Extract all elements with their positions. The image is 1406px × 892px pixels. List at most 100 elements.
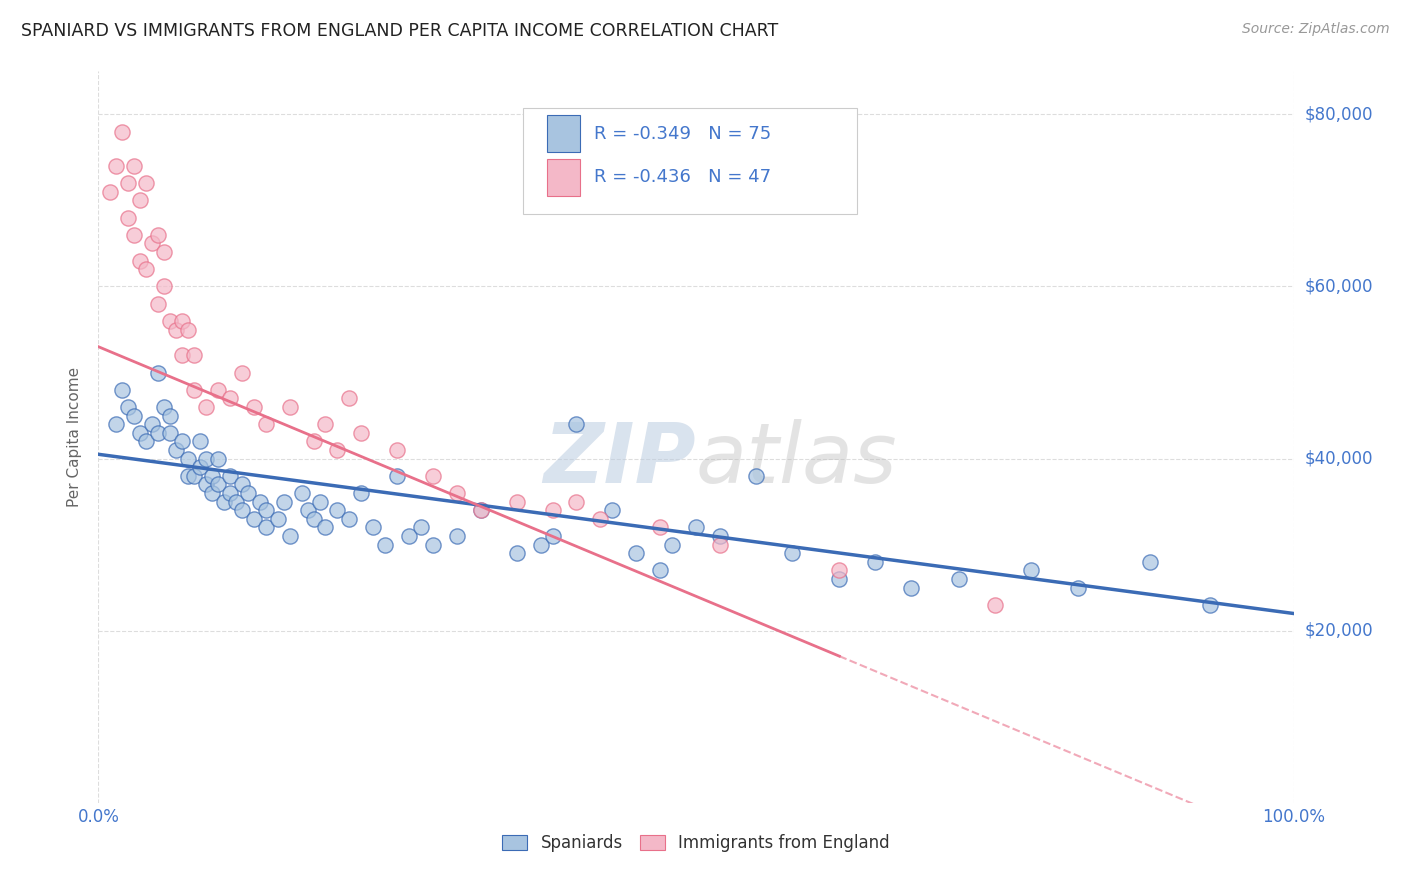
Point	[195, 451, 218, 466]
Point	[153, 245, 176, 260]
Point	[948, 572, 970, 586]
Text: SPANIARD VS IMMIGRANTS FROM ENGLAND PER CAPITA INCOME CORRELATION CHART: SPANIARD VS IMMIGRANTS FROM ENGLAND PER …	[21, 22, 779, 40]
Point	[159, 314, 181, 328]
Point	[148, 366, 170, 380]
Point	[105, 159, 128, 173]
Point	[398, 529, 420, 543]
FancyBboxPatch shape	[547, 159, 581, 195]
Point	[385, 442, 409, 457]
Point	[1199, 598, 1222, 612]
Text: R = -0.436   N = 47: R = -0.436 N = 47	[595, 169, 772, 186]
Point	[291, 486, 314, 500]
Point	[541, 503, 564, 517]
Point	[278, 529, 301, 543]
Point	[350, 486, 373, 500]
Point	[212, 494, 235, 508]
Point	[219, 468, 242, 483]
Point	[661, 538, 683, 552]
Point	[1019, 564, 1042, 578]
Point	[685, 520, 707, 534]
Point	[650, 520, 672, 534]
Point	[207, 451, 229, 466]
Point	[589, 512, 612, 526]
Point	[273, 494, 295, 508]
Point	[183, 348, 205, 362]
Point	[565, 417, 588, 432]
FancyBboxPatch shape	[523, 108, 858, 214]
Point	[148, 296, 170, 310]
Point	[141, 417, 163, 432]
Point	[236, 486, 259, 500]
Point	[201, 486, 224, 500]
Point	[339, 512, 361, 526]
Point	[129, 253, 152, 268]
FancyBboxPatch shape	[547, 115, 581, 152]
Text: atlas: atlas	[696, 418, 897, 500]
Point	[159, 409, 181, 423]
Point	[117, 211, 139, 225]
Y-axis label: Per Capita Income: Per Capita Income	[67, 367, 83, 508]
Point	[302, 434, 325, 449]
Point	[129, 194, 152, 208]
Point	[117, 400, 139, 414]
Text: ZIP: ZIP	[543, 418, 696, 500]
Point	[188, 460, 211, 475]
Text: $60,000: $60,000	[1305, 277, 1374, 295]
Text: Source: ZipAtlas.com: Source: ZipAtlas.com	[1241, 22, 1389, 37]
Point	[470, 503, 492, 517]
Point	[148, 425, 170, 440]
Point	[207, 383, 229, 397]
Point	[267, 512, 290, 526]
Point	[105, 417, 128, 432]
Point	[172, 348, 194, 362]
Point	[124, 227, 146, 242]
Point	[984, 598, 1007, 612]
Point	[446, 529, 468, 543]
Point	[98, 185, 122, 199]
Point	[195, 400, 218, 414]
Point	[225, 494, 247, 508]
Point	[231, 503, 253, 517]
Point	[326, 503, 349, 517]
Point	[201, 468, 224, 483]
Point	[506, 546, 529, 560]
Point	[530, 538, 553, 552]
Point	[153, 400, 176, 414]
Point	[135, 176, 157, 190]
Point	[195, 477, 218, 491]
Point	[124, 409, 146, 423]
Point	[243, 512, 266, 526]
Point	[148, 227, 170, 242]
Text: $40,000: $40,000	[1305, 450, 1374, 467]
Point	[177, 468, 200, 483]
Point	[124, 159, 146, 173]
Point	[183, 383, 205, 397]
Text: $20,000: $20,000	[1305, 622, 1374, 640]
Point	[165, 442, 187, 457]
Point	[308, 494, 330, 508]
Point	[177, 451, 200, 466]
Point	[297, 503, 319, 517]
Point	[709, 538, 731, 552]
Point	[111, 125, 134, 139]
Point	[900, 581, 922, 595]
Point	[828, 572, 851, 586]
Point	[363, 520, 385, 534]
Point	[374, 538, 396, 552]
Point	[231, 366, 253, 380]
Point	[506, 494, 529, 508]
Point	[188, 434, 211, 449]
Point	[828, 564, 851, 578]
Point	[231, 477, 253, 491]
Point	[411, 520, 433, 534]
Point	[135, 262, 157, 277]
Point	[709, 529, 731, 543]
Point	[172, 314, 194, 328]
Point	[159, 425, 181, 440]
Point	[129, 425, 152, 440]
Point	[183, 468, 205, 483]
Point	[339, 392, 361, 406]
Point	[602, 503, 624, 517]
Point	[207, 477, 229, 491]
Point	[446, 486, 468, 500]
